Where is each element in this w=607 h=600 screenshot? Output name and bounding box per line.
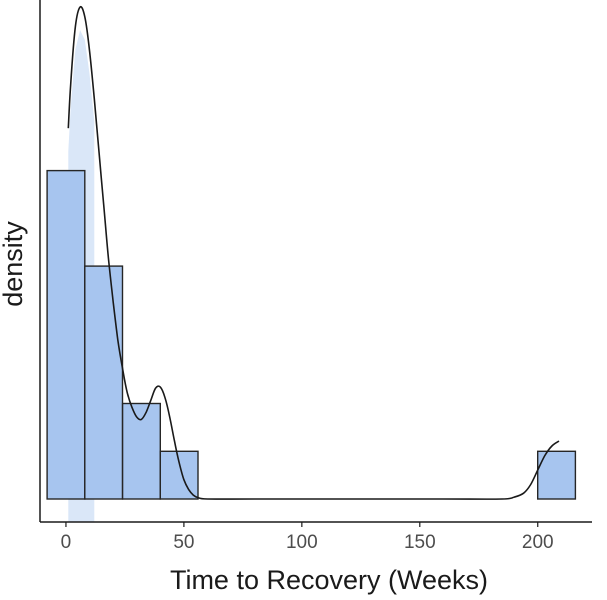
x-tick-label-4: 200 (522, 532, 554, 553)
histogram-bars (46, 169, 577, 500)
x-tick-label-0: 0 (61, 532, 72, 553)
y-axis-title: density (0, 221, 28, 307)
histogram-bar-3 (159, 450, 199, 500)
x-tick-label-2: 100 (286, 532, 318, 553)
x-tick-label-1: 50 (173, 532, 194, 553)
density-line (67, 5, 560, 500)
axes (39, 0, 592, 523)
x-axis-title: Time to Recovery (Weeks) (170, 565, 488, 595)
histogram-bar-13 (537, 450, 577, 500)
x-tick-label-3: 150 (404, 532, 436, 553)
histogram-bar-1 (84, 265, 124, 500)
histogram-bar-2 (121, 402, 161, 500)
x-axis-ticks: 0 50 100 150 200 (61, 522, 554, 553)
histogram-bar-0 (46, 169, 86, 500)
density-line-layer (67, 5, 560, 500)
